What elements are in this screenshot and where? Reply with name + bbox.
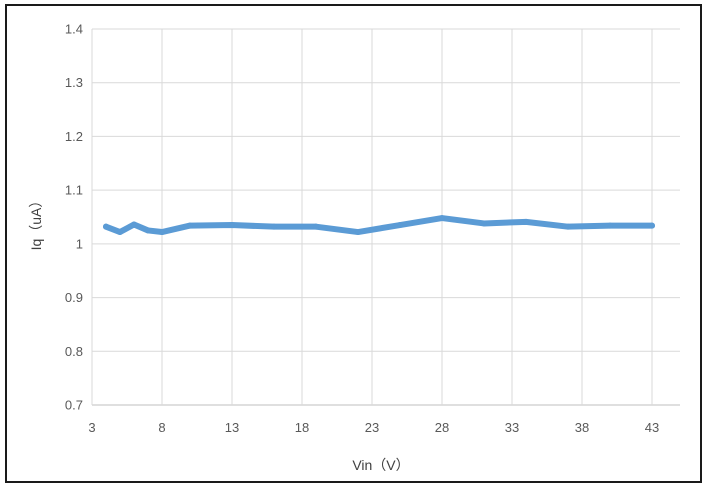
y-tick-label: 1.2 <box>65 129 83 144</box>
x-tick-label: 8 <box>158 420 165 435</box>
x-tick-label: 3 <box>88 420 95 435</box>
y-tick-label: 0.7 <box>65 398 83 413</box>
data-point <box>649 222 655 229</box>
data-point <box>187 222 193 229</box>
data-point <box>481 220 487 227</box>
x-tick-label: 43 <box>645 420 659 435</box>
x-axis-tick-labels: 3 8 13 18 23 28 33 38 43 <box>88 420 659 435</box>
data-point <box>117 229 123 236</box>
data-point <box>523 218 529 225</box>
data-point <box>397 222 403 229</box>
data-point <box>103 223 109 230</box>
y-tick-label: 1.4 <box>65 22 83 37</box>
data-point <box>607 222 613 229</box>
data-point <box>131 221 137 228</box>
data-point <box>271 223 277 230</box>
y-tick-label: 1.1 <box>65 183 83 198</box>
y-tick-label: 0.9 <box>65 290 83 305</box>
gridlines <box>91 28 680 406</box>
data-point <box>313 223 319 230</box>
data-point <box>159 229 165 236</box>
x-tick-label: 28 <box>435 420 449 435</box>
y-axis-title: Iq（uA） <box>28 194 44 251</box>
data-point <box>229 222 235 229</box>
series-layer <box>103 215 655 236</box>
x-axis-title: Vin（V） <box>352 457 409 473</box>
x-tick-label: 23 <box>365 420 379 435</box>
y-axis-tick-labels: 0.7 0.8 0.9 1 1.1 1.2 1.3 1.4 <box>65 22 83 413</box>
data-point <box>565 223 571 230</box>
y-tick-label: 1 <box>76 236 83 251</box>
data-point <box>145 227 151 234</box>
data-point <box>439 215 445 222</box>
x-tick-label: 13 <box>225 420 239 435</box>
x-tick-label: 33 <box>505 420 519 435</box>
y-tick-label: 1.3 <box>65 75 83 90</box>
y-tick-label: 0.8 <box>65 344 83 359</box>
data-point <box>355 229 361 236</box>
x-tick-label: 18 <box>295 420 309 435</box>
x-tick-label: 38 <box>575 420 589 435</box>
